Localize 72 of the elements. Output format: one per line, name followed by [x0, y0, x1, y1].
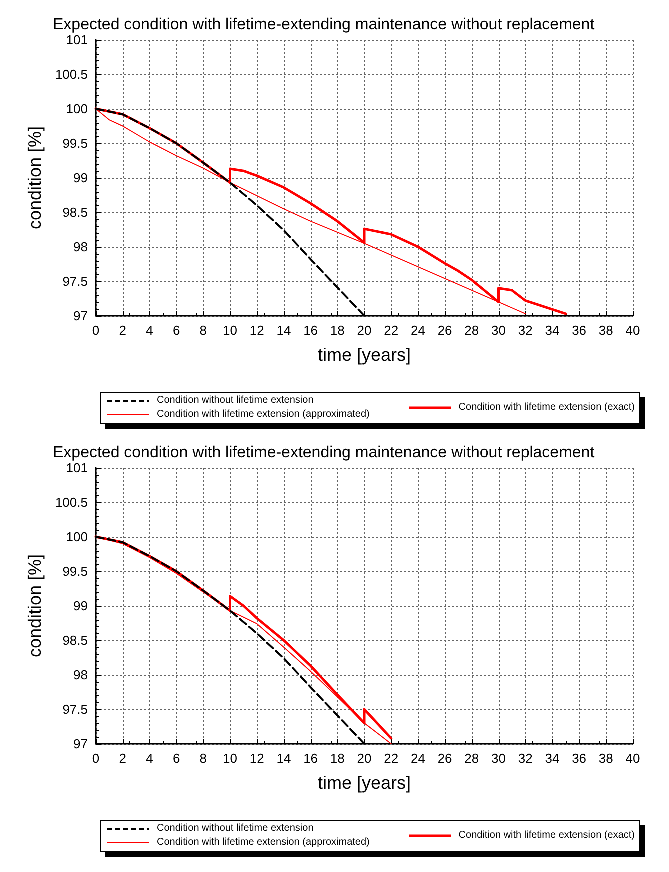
- x-tick-label: 26: [438, 751, 452, 766]
- x-tick-label: 32: [518, 323, 533, 338]
- chart-title: Expected condition with lifetime-extending maintenance without replacement: [53, 16, 596, 34]
- x-tick-label: 12: [250, 751, 264, 766]
- x-tick-label: 14: [276, 323, 292, 338]
- x-tick-label: 0: [92, 751, 100, 766]
- y-tick-label: 101: [66, 32, 88, 48]
- x-tick-label: 32: [518, 751, 533, 766]
- x-tick-label: 30: [492, 323, 506, 338]
- x-tick-label: 4: [146, 751, 154, 766]
- x-tick-label: 30: [492, 751, 506, 766]
- x-axis-title: time [years]: [318, 345, 412, 365]
- y-tick-label: 101: [66, 460, 88, 476]
- y-tick-label: 100.5: [55, 495, 88, 510]
- y-tick-label: 97: [74, 308, 88, 324]
- y-tick-label: 100: [66, 530, 88, 544]
- x-tick-label: 6: [172, 751, 180, 766]
- y-tick-label: 100.5: [55, 67, 88, 82]
- x-tick-label: 20: [357, 323, 372, 338]
- chart-title: Expected condition with lifetime-extending maintenance without replacement: [53, 444, 596, 462]
- x-tick-label: 40: [626, 751, 640, 766]
- x-tick-label: 22: [384, 323, 399, 338]
- x-tick-label: 20: [357, 751, 372, 766]
- x-tick-label: 16: [304, 323, 318, 338]
- x-tick-label: 24: [410, 751, 426, 766]
- y-tick-label: 98.5: [62, 205, 88, 220]
- x-tick-label: 2: [119, 323, 126, 338]
- legend-label: Condition without lifetime extension: [157, 822, 314, 836]
- x-tick-label: 24: [410, 323, 426, 338]
- x-tick-label: 28: [464, 323, 480, 338]
- legend-label: Condition with lifetime extension (exact): [458, 829, 635, 843]
- legend-label: Condition with lifetime extension (approximated): [157, 836, 370, 850]
- y-axis-title: condition [%]: [25, 126, 45, 230]
- y-tick-label: 99: [74, 598, 88, 614]
- x-tick-label: 4: [146, 323, 154, 338]
- legend-label: Condition without lifetime extension: [157, 394, 314, 408]
- legend-label: Condition with lifetime extension (exact): [458, 401, 635, 415]
- x-tick-label: 8: [200, 751, 208, 766]
- x-axis-title: time [years]: [318, 773, 412, 793]
- x-tick-label: 14: [276, 751, 292, 766]
- x-tick-label: 0: [92, 323, 100, 338]
- x-tick-label: 34: [545, 751, 560, 766]
- x-tick-label: 36: [572, 323, 587, 338]
- x-tick-label: 10: [223, 323, 238, 338]
- legend-label: Condition with lifetime extension (approximated): [157, 408, 370, 422]
- y-tick-label: 97: [74, 736, 88, 752]
- x-tick-label: 22: [384, 751, 399, 766]
- x-tick-label: 6: [172, 323, 180, 338]
- x-tick-label: 28: [464, 751, 480, 766]
- y-tick-label: 100: [66, 102, 88, 116]
- x-tick-label: 18: [330, 751, 345, 766]
- x-tick-label: 34: [545, 323, 560, 338]
- x-tick-label: 8: [200, 323, 208, 338]
- x-tick-label: 16: [304, 751, 318, 766]
- x-tick-label: 36: [572, 751, 587, 766]
- x-tick-label: 18: [330, 323, 345, 338]
- y-axis-title: condition [%]: [25, 554, 45, 658]
- y-tick-label: 98: [74, 668, 88, 682]
- x-tick-label: 40: [626, 323, 640, 338]
- y-tick-label: 99.5: [62, 564, 88, 579]
- y-tick-label: 97.5: [62, 274, 88, 289]
- y-tick-label: 98: [74, 240, 88, 254]
- y-tick-label: 99.5: [62, 136, 88, 151]
- x-tick-label: 2: [119, 751, 126, 766]
- x-tick-label: 26: [438, 323, 452, 338]
- y-tick-label: 99: [74, 170, 88, 186]
- y-tick-label: 98.5: [62, 633, 88, 648]
- x-tick-label: 10: [223, 751, 238, 766]
- x-tick-label: 12: [250, 323, 264, 338]
- x-tick-label: 38: [598, 323, 614, 338]
- x-tick-label: 38: [598, 751, 614, 766]
- y-tick-label: 97.5: [62, 702, 88, 717]
